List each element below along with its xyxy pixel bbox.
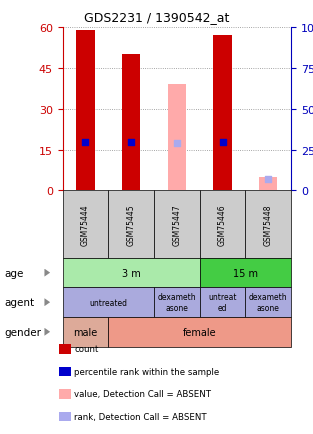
Text: count: count [74, 345, 99, 353]
Bar [168, 85, 186, 191]
Polygon shape [44, 299, 50, 306]
Text: dexameth
asone: dexameth asone [157, 293, 196, 312]
Text: rank, Detection Call = ABSENT: rank, Detection Call = ABSENT [74, 412, 207, 421]
Text: GSM75446: GSM75446 [218, 204, 227, 245]
Text: agent: agent [5, 298, 35, 307]
Text: dexameth
asone: dexameth asone [249, 293, 288, 312]
Text: GDS2231 / 1390542_at: GDS2231 / 1390542_at [84, 11, 229, 24]
Bar [259, 178, 277, 191]
Point [266, 176, 271, 183]
Point [129, 139, 134, 146]
Text: female: female [183, 327, 217, 337]
Text: GSM75445: GSM75445 [127, 204, 136, 245]
Text: GSM75447: GSM75447 [172, 204, 181, 245]
Text: age: age [5, 268, 24, 278]
Text: untreated: untreated [89, 298, 127, 307]
Text: 3 m: 3 m [122, 268, 141, 278]
Text: GSM75444: GSM75444 [81, 204, 90, 245]
Point [174, 140, 179, 147]
Text: male: male [73, 327, 98, 337]
Point [83, 139, 88, 146]
Bar [122, 56, 140, 191]
Text: untreat
ed: untreat ed [208, 293, 237, 312]
Text: percentile rank within the sample: percentile rank within the sample [74, 367, 220, 376]
Polygon shape [44, 269, 50, 277]
Text: 15 m: 15 m [233, 268, 258, 278]
Text: GSM75448: GSM75448 [264, 204, 273, 245]
Bar [213, 36, 232, 191]
Text: gender: gender [5, 327, 42, 337]
Point [220, 139, 225, 146]
Bar [76, 31, 95, 191]
Text: value, Detection Call = ABSENT: value, Detection Call = ABSENT [74, 390, 212, 398]
Polygon shape [44, 328, 50, 336]
